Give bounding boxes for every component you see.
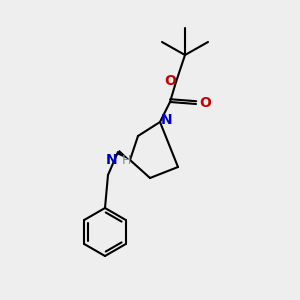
Polygon shape [117,150,130,160]
Text: O: O [164,74,176,88]
Text: O: O [199,96,211,110]
Text: N: N [161,113,173,127]
Text: N: N [106,153,118,167]
Text: H: H [121,154,131,166]
